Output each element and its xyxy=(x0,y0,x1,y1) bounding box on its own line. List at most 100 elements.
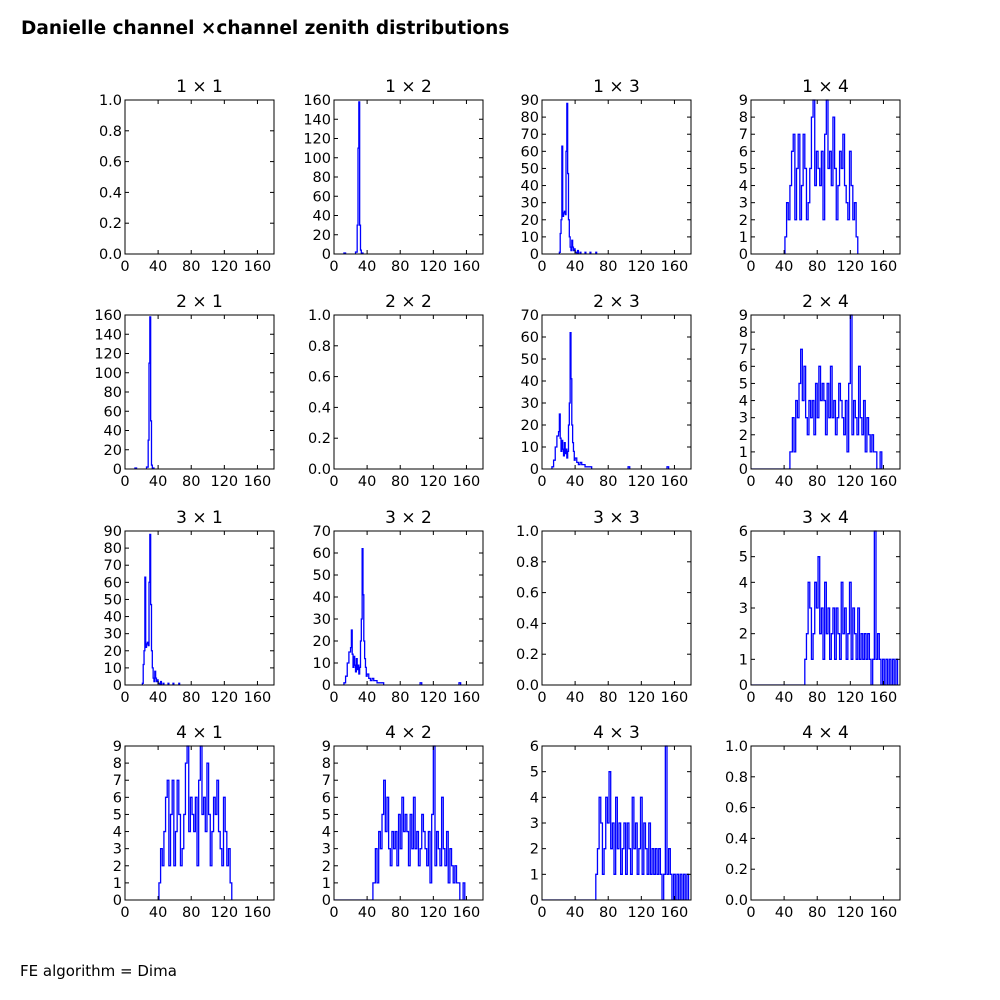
y-tick-label: 40 xyxy=(521,179,539,195)
x-tick-label: 80 xyxy=(599,905,617,921)
y-tick-label: 30 xyxy=(104,627,122,643)
y-tick-label: 1 xyxy=(739,230,748,246)
histogram-line xyxy=(751,314,883,469)
histogram-line xyxy=(334,745,466,900)
axes-frame xyxy=(124,314,275,470)
y-tick-label: 6 xyxy=(530,739,539,755)
subplot-2-1: 2 × 1 0 40 80 120 160 0 20 40 60 80 100 120 140 160 xyxy=(94,292,275,490)
y-tick-label: 1 xyxy=(322,876,331,892)
axes-frame xyxy=(750,314,901,470)
y-tick-label: 8 xyxy=(113,756,122,772)
subplot-title: 3 × 2 xyxy=(385,508,432,528)
subplot-title: 2 × 2 xyxy=(385,292,432,312)
subplot-title: 1 × 2 xyxy=(385,77,432,97)
y-tick-label: 3 xyxy=(530,816,539,832)
x-tick-label: 0 xyxy=(746,474,755,490)
y-tick-label: 10 xyxy=(104,661,122,677)
x-tick-label: 160 xyxy=(453,259,481,275)
y-tick-label: 0 xyxy=(530,893,539,909)
x-tick-label: 40 xyxy=(149,474,167,490)
x-tick-label: 80 xyxy=(182,259,200,275)
y-tick-label: 3 xyxy=(113,842,122,858)
x-tick-label: 40 xyxy=(358,690,376,706)
x-tick-label: 120 xyxy=(836,905,864,921)
y-tick-label: 0.2 xyxy=(99,216,122,232)
x-tick-label: 160 xyxy=(661,474,689,490)
y-tick-label: 9 xyxy=(322,739,331,755)
y-tick-label: 0.6 xyxy=(308,370,331,386)
x-tick-label: 40 xyxy=(358,259,376,275)
y-tick-label: 140 xyxy=(303,112,331,128)
y-tick-label: 9 xyxy=(113,739,122,755)
y-tick-label: 70 xyxy=(521,127,539,143)
x-tick-label: 80 xyxy=(599,259,617,275)
y-tick-label: 140 xyxy=(94,327,122,343)
y-tick-label: 70 xyxy=(313,524,331,540)
y-tick-label: 160 xyxy=(303,93,331,109)
y-tick-label: 3 xyxy=(739,411,748,427)
x-tick-label: 160 xyxy=(244,474,272,490)
y-tick-label: 1.0 xyxy=(516,524,539,540)
x-tick-label: 0 xyxy=(537,259,546,275)
subplot-3-2: 3 × 2 0 40 80 120 160 0 10 20 30 40 50 60 70 xyxy=(313,508,484,706)
axes-frame xyxy=(541,314,692,470)
x-tick-label: 40 xyxy=(149,259,167,275)
algorithm-note: FE algorithm = Dima xyxy=(20,962,177,980)
x-tick-label: 80 xyxy=(808,905,826,921)
y-tick-label: 1 xyxy=(739,445,748,461)
y-tick-label: 3 xyxy=(322,842,331,858)
x-tick-label: 120 xyxy=(627,259,655,275)
y-tick-label: 1 xyxy=(113,876,122,892)
y-tick-label: 6 xyxy=(739,524,748,540)
y-tick-label: 8 xyxy=(739,325,748,341)
x-tick-label: 120 xyxy=(419,690,447,706)
x-tick-label: 0 xyxy=(329,259,338,275)
y-tick-label: 5 xyxy=(113,807,122,823)
y-tick-label: 70 xyxy=(521,308,539,324)
y-tick-label: 20 xyxy=(521,213,539,229)
y-tick-label: 0 xyxy=(322,247,331,263)
histogram-line xyxy=(343,101,364,254)
y-tick-label: 7 xyxy=(739,342,748,358)
x-tick-label: 40 xyxy=(358,905,376,921)
y-tick-label: 2 xyxy=(739,213,748,229)
y-tick-label: 5 xyxy=(322,807,331,823)
y-tick-label: 70 xyxy=(104,558,122,574)
y-tick-label: 0.0 xyxy=(308,462,331,478)
y-tick-label: 2 xyxy=(739,428,748,444)
x-tick-label: 40 xyxy=(775,690,793,706)
x-tick-label: 160 xyxy=(244,259,272,275)
y-tick-label: 0.4 xyxy=(516,616,539,632)
histogram-line xyxy=(751,530,899,685)
axes-frame xyxy=(541,99,692,255)
x-tick-label: 0 xyxy=(746,259,755,275)
axes-frame xyxy=(750,745,901,901)
x-tick-label: 160 xyxy=(870,474,898,490)
subplot-title: 3 × 1 xyxy=(176,508,223,528)
y-tick-label: 0.8 xyxy=(725,770,748,786)
y-tick-label: 80 xyxy=(104,541,122,557)
x-tick-label: 40 xyxy=(149,905,167,921)
x-tick-label: 0 xyxy=(120,474,129,490)
y-tick-label: 0.2 xyxy=(516,647,539,663)
y-tick-label: 5 xyxy=(739,161,748,177)
x-tick-label: 160 xyxy=(453,905,481,921)
y-tick-label: 8 xyxy=(322,756,331,772)
subplot-3-4: 3 × 4 0 40 80 120 160 0 1 2 3 4 5 6 xyxy=(739,508,901,706)
y-tick-label: 50 xyxy=(313,568,331,584)
x-tick-label: 40 xyxy=(566,474,584,490)
x-tick-label: 120 xyxy=(210,905,238,921)
x-tick-label: 0 xyxy=(329,474,338,490)
y-tick-label: 120 xyxy=(303,132,331,148)
axes-frame xyxy=(333,314,484,470)
y-tick-label: 0 xyxy=(739,247,748,263)
y-tick-label: 4 xyxy=(113,825,122,841)
y-tick-label: 4 xyxy=(530,790,539,806)
x-tick-label: 120 xyxy=(836,259,864,275)
subplot-2-3: 2 × 3 0 40 80 120 160 0 10 20 30 40 50 60 70 xyxy=(521,292,692,490)
axes-frame xyxy=(124,530,275,686)
y-tick-label: 1 xyxy=(530,867,539,883)
